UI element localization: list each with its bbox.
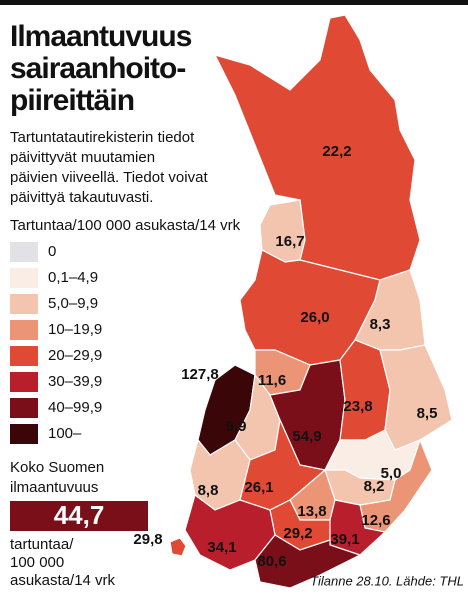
- legend-label: 100–: [48, 425, 82, 442]
- title-line: Ilmaantuvuus: [10, 20, 192, 53]
- national-value: 44,7: [54, 500, 105, 530]
- legend-label: 40–99,9: [48, 399, 102, 416]
- map: [169, 14, 453, 589]
- region-label: 5,0: [381, 465, 402, 482]
- title-line: sairaanhoito-: [10, 52, 185, 85]
- legend-swatch: [10, 398, 38, 418]
- region-label: 80,6: [257, 553, 286, 570]
- region-labels: 22,2 16,7 26,0 8,3 11,6 127,8 9,9 54,9 23,8 8,5 5,…: [133, 143, 437, 570]
- region: [379, 344, 453, 451]
- legend: 0 0,1–4,9 5,0–9,9 10–19,9 20–29,9 30–39,9 40–9…: [10, 242, 102, 444]
- description-line: päivien viiveellä. Tiedot voivat: [10, 169, 208, 186]
- national-unit: 100 000: [10, 554, 64, 571]
- region-label: 11,6: [258, 372, 286, 389]
- region-label: 127,8: [181, 366, 219, 383]
- legend-swatch: [10, 372, 38, 392]
- national-label: Koko Suomen: [10, 459, 104, 476]
- legend-label: 10–19,9: [48, 321, 102, 338]
- region-label: 26,0: [300, 309, 329, 326]
- region-label: 8,5: [417, 405, 438, 422]
- region-label: 13,8: [297, 503, 326, 520]
- legend-title: Tartuntaa/100 000 asukasta/14 vrk: [10, 217, 241, 234]
- description-line: päivittyvät muutamien: [10, 149, 155, 166]
- region-label: 9,9: [226, 418, 247, 435]
- legend-label: 20–29,9: [48, 347, 102, 364]
- region-label: 22,2: [322, 143, 351, 160]
- region-label: 29,2: [283, 525, 312, 542]
- legend-swatch: [10, 424, 38, 444]
- national-label: ilmaantuvuus: [10, 479, 98, 496]
- national-unit: asukasta/14 vrk: [10, 572, 116, 589]
- region-label: 26,1: [244, 479, 273, 496]
- top-rule: [0, 0, 468, 5]
- region-label: 29,8: [133, 531, 162, 548]
- region-label: 39,1: [330, 531, 359, 548]
- title-line: piireittäin: [10, 84, 134, 117]
- region-label: 8,2: [364, 478, 385, 495]
- region-label: 8,8: [198, 482, 219, 499]
- legend-swatch: [10, 320, 38, 340]
- description-line: päivittyä takautuvasti.: [10, 189, 153, 206]
- region-label: 54,9: [292, 428, 321, 445]
- legend-label: 30–39,9: [48, 373, 102, 390]
- region-label: 34,1: [207, 539, 236, 556]
- legend-swatch: [10, 242, 38, 262]
- legend-label: 0,1–4,9: [48, 269, 98, 286]
- source: Tilanne 28.10. Lähde: THL: [310, 573, 464, 588]
- description-line: Tartuntatautirekisterin tiedot: [10, 129, 195, 146]
- legend-swatch: [10, 346, 38, 366]
- legend-label: 0: [48, 243, 56, 260]
- national-unit: tartuntaa/: [10, 536, 74, 553]
- region-label: 12,6: [361, 512, 390, 529]
- region-label: 23,8: [343, 398, 372, 415]
- region: [213, 14, 421, 281]
- region-label: 16,7: [275, 233, 304, 250]
- legend-label: 5,0–9,9: [48, 295, 98, 312]
- region-label: 8,3: [370, 316, 391, 333]
- region: [254, 534, 362, 589]
- legend-swatch: [10, 294, 38, 314]
- national-box: [10, 501, 148, 531]
- region: [169, 537, 187, 557]
- legend-swatch: [10, 268, 38, 288]
